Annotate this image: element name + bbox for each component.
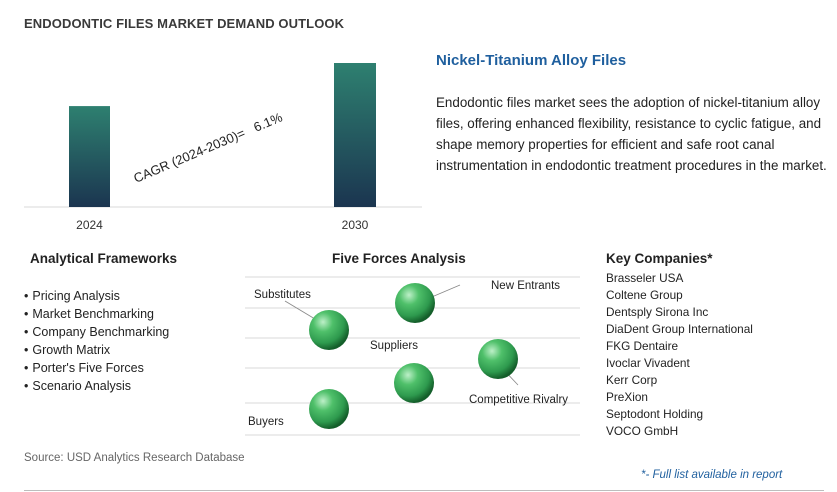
company-item: Brasseler USA: [606, 271, 684, 285]
frameworks-title: Analytical Frameworks: [30, 251, 178, 266]
bar-2024: [69, 106, 110, 207]
framework-item: Pricing Analysis: [24, 287, 169, 305]
sphere-buyers: [309, 389, 349, 429]
sphere-substitutes: [309, 310, 349, 350]
five-forces-diagram: Substitutes New Entrants Suppliers Compe…: [245, 276, 580, 436]
company-item: FKG Dentaire: [606, 339, 679, 353]
framework-item: Growth Matrix: [24, 341, 169, 359]
label-substitutes: Substitutes: [254, 289, 311, 301]
companies-title: Key Companies*: [606, 251, 713, 266]
framework-item: Porter's Five Forces: [24, 359, 169, 377]
bottom-divider: [24, 490, 824, 491]
bar-2030: [334, 63, 376, 207]
company-item: DiaDent Group International: [606, 322, 753, 336]
five-forces-title: Five Forces Analysis: [332, 251, 466, 266]
page-title: ENDODONTIC FILES MARKET DEMAND OUTLOOK: [24, 16, 345, 31]
cagr-annotation: CAGR (2024-2030)= 6.1%: [131, 109, 285, 186]
footnote: *- Full list available in report: [641, 469, 783, 481]
bar-chart: 2024 2030 CAGR (2024-2030)= 6.1%: [24, 63, 422, 232]
sphere-competitive-rivalry: [478, 339, 518, 379]
company-item: Dentsply Sirona Inc: [606, 305, 709, 319]
frameworks-list: Pricing Analysis Market Benchmarking Com…: [24, 287, 169, 395]
framework-item: Scenario Analysis: [24, 377, 169, 395]
label-competitive-rivalry: Competitive Rivalry: [469, 394, 568, 406]
company-item: PreXion: [606, 390, 648, 404]
company-item: Ivoclar Vivadent: [606, 356, 690, 370]
x-tick-label-2024: 2024: [76, 218, 103, 232]
label-suppliers: Suppliers: [370, 340, 418, 352]
company-item: VOCO GmbH: [606, 424, 679, 438]
company-item: Coltene Group: [606, 288, 683, 302]
x-tick-label-2030: 2030: [342, 218, 369, 232]
highlight-description: Endodontic files market sees the adoptio…: [436, 95, 827, 173]
companies-list: Brasseler USA Coltene Group Dentsply Sir…: [606, 270, 753, 440]
sphere-suppliers: [394, 363, 434, 403]
company-item: Kerr Corp: [606, 373, 658, 387]
framework-item: Market Benchmarking: [24, 305, 169, 323]
framework-item: Company Benchmarking: [24, 323, 169, 341]
label-buyers: Buyers: [248, 416, 284, 428]
sphere-new-entrants: [395, 283, 435, 323]
source-note: Source: USD Analytics Research Database: [24, 452, 245, 464]
company-item: Septodont Holding: [606, 407, 704, 421]
highlight-title: Nickel-Titanium Alloy Files: [436, 52, 627, 69]
label-new-entrants: New Entrants: [491, 280, 560, 292]
